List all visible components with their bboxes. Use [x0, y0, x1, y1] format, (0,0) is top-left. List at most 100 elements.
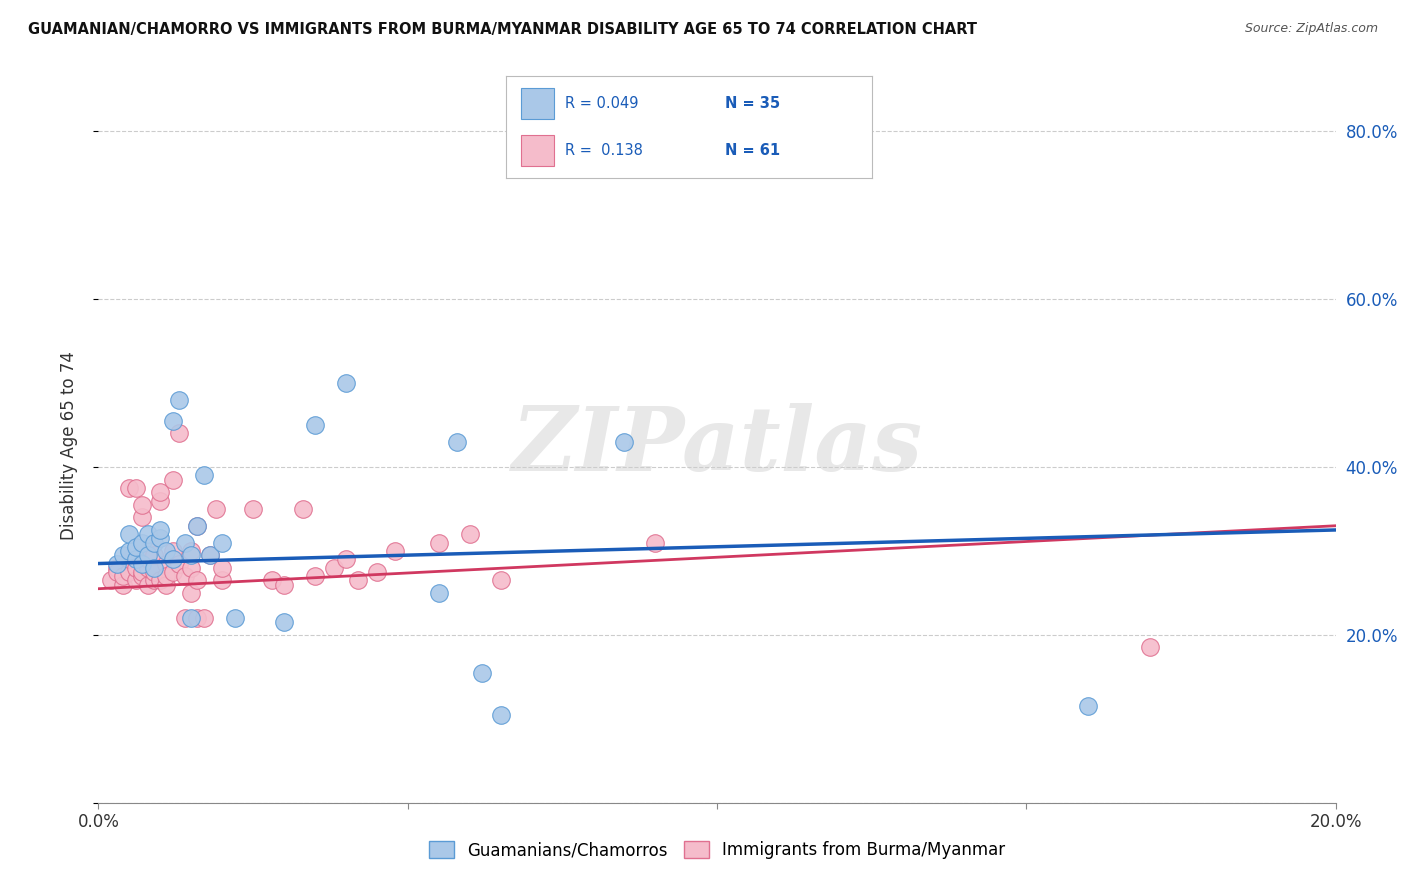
Point [167, 392, 190, 407]
Point [193, 611, 215, 625]
Point [205, 502, 228, 516]
Point [211, 560, 233, 574]
Point [118, 544, 141, 558]
Point [162, 565, 184, 579]
Point [186, 574, 208, 588]
Point [427, 586, 450, 600]
Point [180, 560, 202, 574]
Point [613, 434, 636, 449]
Point [124, 540, 146, 554]
Point [489, 574, 512, 588]
Point [149, 523, 172, 537]
Point [105, 565, 128, 579]
Point [304, 569, 326, 583]
Point [149, 485, 172, 500]
Point [347, 574, 370, 588]
Point [112, 577, 135, 591]
Point [149, 574, 172, 588]
Point [162, 473, 184, 487]
Point [149, 493, 172, 508]
Text: R = 0.049: R = 0.049 [565, 96, 638, 111]
Point [180, 548, 202, 562]
Point [131, 557, 153, 571]
Text: GUAMANIAN/CHAMORRO VS IMMIGRANTS FROM BURMA/MYANMAR DISABILITY AGE 65 TO 74 CORR: GUAMANIAN/CHAMORRO VS IMMIGRANTS FROM BU… [28, 22, 977, 37]
Bar [520, 88, 554, 119]
Point [167, 426, 190, 441]
Text: N = 61: N = 61 [725, 144, 780, 158]
Point [118, 552, 141, 566]
Point [174, 569, 197, 583]
Point [124, 574, 146, 588]
Point [180, 586, 202, 600]
Point [471, 665, 494, 680]
Point [112, 548, 135, 562]
Point [131, 535, 153, 549]
Point [136, 552, 159, 566]
Point [291, 502, 314, 516]
Point [143, 535, 166, 549]
Point [143, 560, 166, 574]
Point [136, 527, 159, 541]
Point [458, 527, 481, 541]
Point [304, 417, 326, 432]
Point [180, 611, 202, 625]
Point [384, 544, 406, 558]
Point [143, 548, 166, 562]
Bar [520, 136, 554, 166]
Point [155, 577, 177, 591]
Point [118, 481, 141, 495]
Text: ZIPatlas: ZIPatlas [512, 403, 922, 489]
Point [131, 569, 153, 583]
Text: N = 35: N = 35 [725, 96, 780, 111]
Point [167, 557, 190, 571]
Point [198, 548, 221, 562]
Point [105, 560, 128, 574]
Point [644, 535, 666, 549]
Point [198, 548, 221, 562]
Point [366, 565, 388, 579]
Point [186, 518, 208, 533]
Point [1077, 699, 1099, 714]
Point [100, 574, 122, 588]
Y-axis label: Disability Age 65 to 74: Disability Age 65 to 74 [59, 351, 77, 541]
Point [211, 574, 233, 588]
Point [162, 552, 184, 566]
Point [211, 535, 233, 549]
Point [446, 434, 468, 449]
Point [118, 527, 141, 541]
Point [427, 535, 450, 549]
Point [273, 615, 295, 630]
Point [335, 552, 357, 566]
Point [162, 414, 184, 428]
Point [174, 611, 197, 625]
Text: Source: ZipAtlas.com: Source: ZipAtlas.com [1244, 22, 1378, 36]
Point [136, 544, 159, 558]
Point [162, 544, 184, 558]
Text: R =  0.138: R = 0.138 [565, 144, 643, 158]
Point [186, 611, 208, 625]
Point [124, 552, 146, 566]
Point [224, 611, 246, 625]
Point [124, 481, 146, 495]
Point [193, 468, 215, 483]
Point [124, 560, 146, 574]
Point [136, 548, 159, 562]
Point [143, 565, 166, 579]
Point [143, 574, 166, 588]
Point [118, 565, 141, 579]
Point [174, 535, 197, 549]
Point [136, 577, 159, 591]
Point [136, 560, 159, 574]
Point [155, 544, 177, 558]
Point [180, 544, 202, 558]
Point [273, 577, 295, 591]
Point [131, 510, 153, 524]
Point [105, 557, 128, 571]
Point [186, 518, 208, 533]
Point [155, 557, 177, 571]
Point [335, 376, 357, 390]
Point [242, 502, 264, 516]
Point [131, 565, 153, 579]
Point [112, 569, 135, 583]
Point [489, 707, 512, 722]
